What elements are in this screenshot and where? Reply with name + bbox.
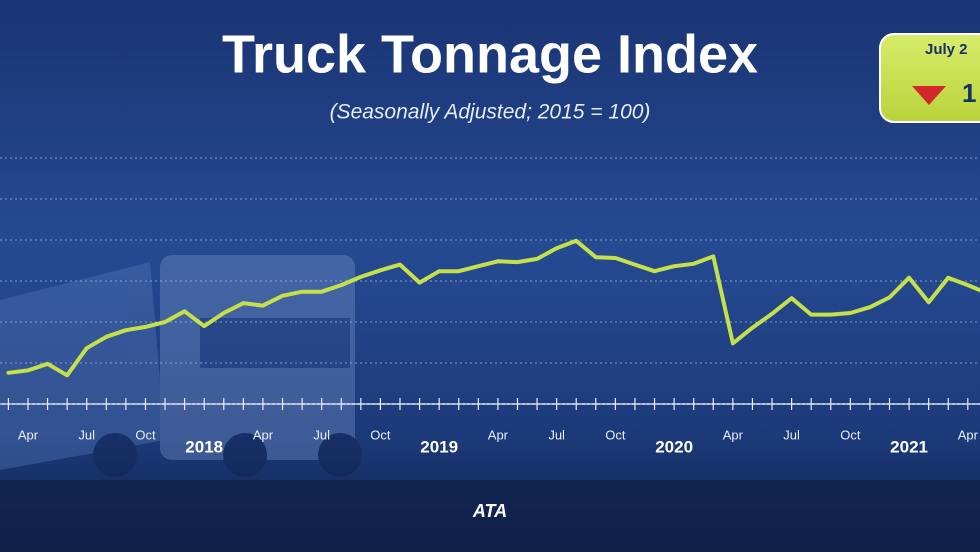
x-tick-label: Oct xyxy=(370,427,391,442)
logo: ATA xyxy=(472,501,507,521)
truck-image xyxy=(0,255,362,477)
x-tick-label: Jul xyxy=(78,427,95,442)
x-tick-label: Oct xyxy=(135,427,156,442)
x-tick-label: 2019 xyxy=(420,437,458,456)
chart-title: Truck Tonnage Index xyxy=(222,24,758,84)
chart-subtitle: (Seasonally Adjusted; 2015 = 100) xyxy=(330,101,651,124)
x-tick-label: Jul xyxy=(313,427,330,442)
x-tick-label: Oct xyxy=(840,427,861,442)
x-axis: Apr Jul Oct 2018 Apr Jul Oct 2019 Apr Jul Oct 2020 A… xyxy=(7,398,979,456)
x-tick-label: Apr xyxy=(958,427,979,442)
badge-value: 1 xyxy=(962,78,976,108)
x-tick-label: Apr xyxy=(18,427,39,442)
x-tick-label: Jul xyxy=(548,427,565,442)
grid xyxy=(0,157,980,405)
x-tick-label: Apr xyxy=(253,427,274,442)
badge-month: July 2 xyxy=(925,41,968,58)
series-line xyxy=(6,238,980,378)
x-tick-label: 2018 xyxy=(185,437,223,456)
badge-arrow xyxy=(912,86,946,105)
x-tick-label: Jul xyxy=(783,427,800,442)
x-tick-label: Apr xyxy=(488,427,509,442)
badge-box xyxy=(879,33,980,123)
x-tick-label: Oct xyxy=(605,427,626,442)
badge: July 2 1 xyxy=(879,33,980,123)
plot xyxy=(6,238,980,378)
x-tick-label: 2020 xyxy=(655,437,693,456)
x-tick-label: 2021 xyxy=(890,437,928,456)
road xyxy=(0,480,980,552)
x-tick-label: Apr xyxy=(723,427,744,442)
